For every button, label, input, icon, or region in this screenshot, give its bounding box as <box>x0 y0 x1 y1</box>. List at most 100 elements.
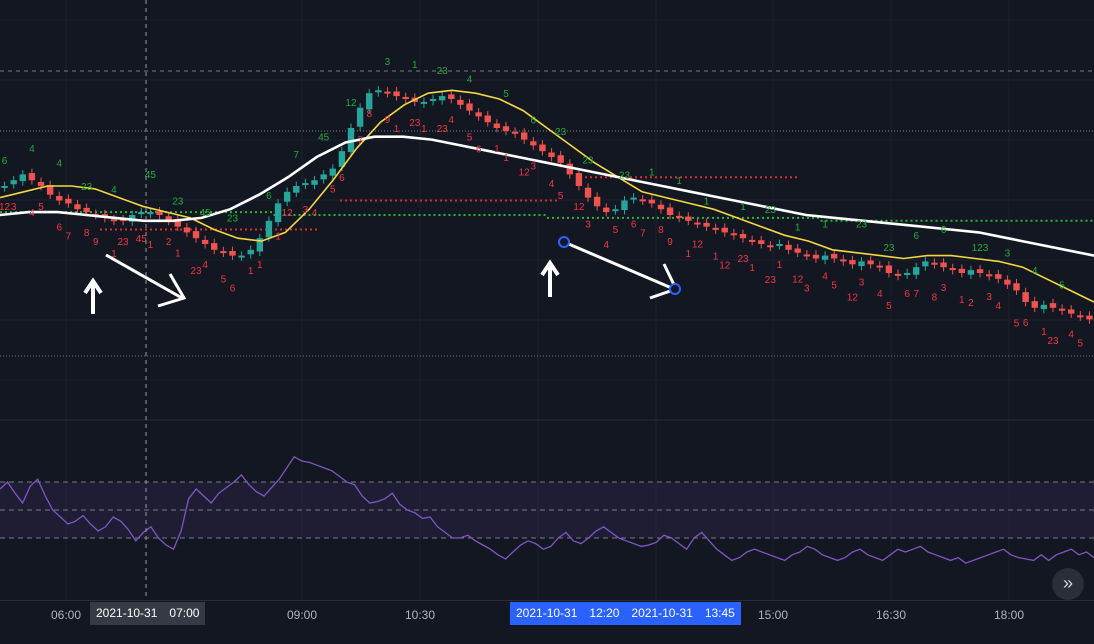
td-up-count: 45 <box>200 208 212 219</box>
td-up-count: 23 <box>856 219 868 230</box>
td-down-count: 7 <box>913 289 919 300</box>
candle-down <box>174 219 181 227</box>
moving-average-slow <box>0 135 1094 257</box>
td-down-count: 1 <box>713 252 719 263</box>
td-up-count: 23 <box>227 214 239 225</box>
candle-down <box>976 269 984 273</box>
candle-down <box>74 204 81 210</box>
candle-up <box>302 183 309 186</box>
candle-down <box>648 199 656 204</box>
td-up-count: 4 <box>1032 266 1038 277</box>
candle-up <box>366 93 373 110</box>
candle-down <box>985 274 993 277</box>
td-down-count: 45 <box>136 234 148 245</box>
candle-down <box>566 163 573 175</box>
td-down-count: 1 <box>175 249 181 260</box>
td-down-count: 3 <box>303 205 309 216</box>
td-down-count: 1 <box>686 249 692 260</box>
td-up-count: 6 <box>913 231 919 242</box>
candle-up <box>621 200 628 211</box>
td-up-count: 7 <box>294 150 300 161</box>
td-down-count: 4 <box>995 301 1001 312</box>
candle-down <box>603 207 610 213</box>
candle-down <box>28 173 36 181</box>
candle-down <box>557 155 564 163</box>
td-down-count: 23 <box>1047 336 1059 347</box>
candle-down <box>575 173 583 186</box>
time-tick: 10:30 <box>404 608 436 622</box>
td-down-count: 5 <box>558 191 564 202</box>
selected-range-badge: 2021-10-31 12:20 2021-10-31 13:45 <box>510 602 741 625</box>
td-down-count: 3 <box>804 284 810 295</box>
candle-down <box>885 265 893 273</box>
moving-average-fast <box>0 89 1094 303</box>
td-down-count: 4 <box>29 208 35 219</box>
candle-up <box>375 90 382 93</box>
candle-down <box>192 231 200 239</box>
td-down-count: 5 <box>221 275 227 286</box>
candle-down <box>211 243 218 250</box>
time-tick: 06:00 <box>50 608 82 622</box>
moving-averages <box>0 89 1094 303</box>
td-down-count: 5 <box>613 225 619 236</box>
candle-down <box>803 254 811 257</box>
td-up-count: 23 <box>582 156 594 167</box>
crosshair-date: 2021-10-31 <box>96 606 158 620</box>
td-up-count: 45 <box>318 132 330 143</box>
candle-up <box>967 270 975 275</box>
candle-up <box>247 249 254 255</box>
td-down-count: 9 <box>385 115 391 126</box>
double-chevron-right-icon[interactable]: » <box>1052 568 1084 600</box>
td-down-count: 4 <box>877 289 883 300</box>
candle-up <box>420 101 428 104</box>
candle-down <box>530 141 537 146</box>
td-up-count: 5 <box>503 89 509 100</box>
candle-up <box>913 267 920 275</box>
td-down-count: 23 <box>737 254 749 265</box>
td-down-count: 7 <box>357 136 363 147</box>
td-up-count: 1 <box>822 220 828 231</box>
td-down-count: 23 <box>409 118 421 129</box>
time-axis[interactable]: 06:00 09:00 10:30 15:00 16:30 18:00 2021… <box>0 600 1094 644</box>
td-up-count: 23 <box>555 127 567 138</box>
candle-down <box>448 94 455 99</box>
candle-down <box>794 248 801 253</box>
td-down-count: 6 <box>1023 318 1029 329</box>
td-up-count: 4 <box>111 185 117 196</box>
candle-up <box>1 186 8 188</box>
td-up-count: 4 <box>56 159 62 170</box>
candle-up <box>265 220 273 238</box>
candlestick-series <box>1 85 1093 324</box>
range-start-time: 12:20 <box>589 606 620 620</box>
candle-down <box>685 216 692 221</box>
anchor-point-handle <box>558 236 570 248</box>
candle-down <box>502 126 510 131</box>
candle-down <box>119 219 127 222</box>
candle-down <box>657 204 665 210</box>
candle-down <box>876 265 883 268</box>
candle-down <box>511 131 519 134</box>
candle-down <box>840 259 847 262</box>
td-down-count: 1 <box>275 231 281 242</box>
td-down-count: 6 <box>476 144 482 155</box>
td-down-count: 8 <box>84 228 90 239</box>
candle-down <box>484 115 491 123</box>
td-down-count: 3 <box>859 277 865 288</box>
arrow-down-right-head <box>157 273 187 308</box>
td-up-count: 4 <box>467 75 473 86</box>
candle-down <box>830 253 838 259</box>
trend-line-annotation <box>563 240 675 291</box>
td-down-count: 8 <box>658 225 664 236</box>
td-up-count: 23 <box>172 197 184 208</box>
drawing-annotations[interactable] <box>83 236 681 314</box>
td-up-count: 23 <box>883 243 895 254</box>
candle-up <box>138 212 145 215</box>
candle-down <box>894 273 902 276</box>
oscillator-line <box>0 455 1094 564</box>
td-down-count: 1 <box>394 124 400 135</box>
candle-up <box>283 191 291 202</box>
td-up-count: 45 <box>145 170 157 181</box>
candle-up <box>438 96 446 101</box>
candle-down <box>37 181 45 186</box>
